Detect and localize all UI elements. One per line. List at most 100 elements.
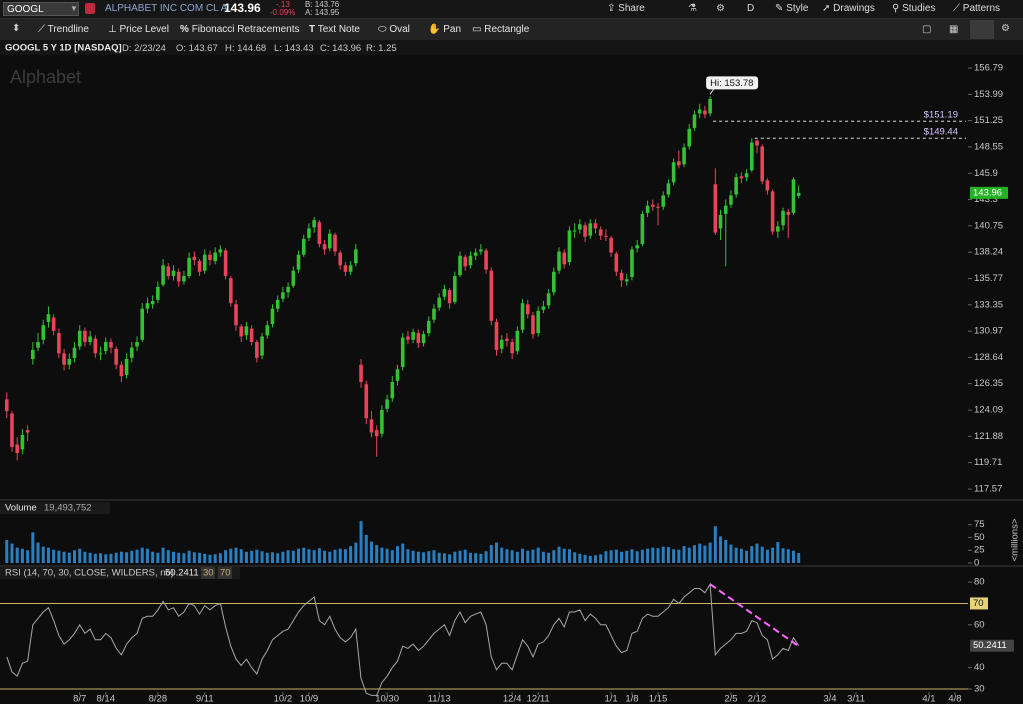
info-label: O: [176,43,186,54]
volume-bar [536,547,540,563]
volume-bar [458,550,462,563]
volume-bar [36,542,40,563]
tool-rectangle[interactable]: ▭ Rectangle [472,24,530,35]
volume-bar [161,547,165,563]
candle-body [432,308,436,320]
gear-icon[interactable]: ⚙ [716,3,725,14]
candle-body [140,308,145,340]
volume-bar [791,550,795,563]
volume-bar [781,548,785,563]
info-value: 144.68 [237,43,266,54]
candle-body [354,249,358,264]
candle-body [296,254,301,270]
symbol-input[interactable]: GOOGL ▼ [3,2,79,16]
info-close: C: 143.96 [320,43,361,54]
candle-body [109,342,113,348]
candle-body [671,162,676,183]
candle-body [249,328,254,343]
candle-body [130,347,134,358]
volume-bar [661,546,665,563]
y-tick-label: 126.35 [974,378,1003,389]
y-tick-label: 121.88 [974,431,1003,442]
window-icon[interactable]: ▢ [922,24,932,35]
candle-body [505,338,509,341]
grid-icon[interactable]: ▦ [949,24,959,35]
alert-icon[interactable] [85,3,95,14]
candle-body [760,146,765,182]
x-tick-label: 1/8 [625,694,638,704]
volume-bar [474,553,478,563]
tool-pan[interactable]: ✋ Pan [428,24,462,35]
tool-trendline[interactable]: ⟋ Trendline [38,24,89,35]
candle-body [713,184,718,233]
volume-bar [333,549,337,563]
y-tick-label: 60 [974,619,985,630]
volume-bar [208,554,212,563]
tool-text-note[interactable]: T Text Note [309,24,360,35]
net-change: -.13 [276,0,290,9]
volume-bar [786,549,790,563]
tool-price-level[interactable]: ⊥ Price Level [108,24,169,35]
volume-bar [114,552,118,563]
share-button[interactable]: ⇪ Share [607,3,645,14]
volume-bar [234,547,238,563]
candle-body [67,359,72,365]
candle-body [348,265,353,272]
tool-fibonacci[interactable]: % Fibonacci Retracements [180,24,300,35]
volume-bar [323,550,327,563]
volume-bar [46,547,50,563]
candle-body [770,191,775,232]
candle-body [223,250,228,277]
tool-label: Price Level [119,24,169,35]
y-tick-label: 151.25 [974,115,1003,126]
style-button[interactable]: ✎ Style [775,3,809,14]
volume-bar [250,550,254,563]
candle-body [640,213,645,245]
flask-icon[interactable]: ⚗ [688,3,697,14]
candle-body [692,114,697,128]
volume-bar [698,543,702,563]
candle-body [479,249,483,252]
candle-body [583,225,587,237]
info-value: 143.67 [189,43,218,54]
studies-button[interactable]: ⚲ Studies [892,3,936,14]
candle-body [41,325,46,340]
volume-bar [453,551,457,563]
button-label: Studies [902,3,936,14]
volume-bar [437,552,441,563]
rsi-value-box [970,639,1014,652]
pin-icon[interactable]: ⬍ [12,23,21,34]
button-label: Style [786,3,809,14]
volume-bar [302,547,306,563]
candle-body [114,348,118,365]
candle-body [453,276,457,303]
volume-bar [729,544,733,563]
all-button[interactable] [970,20,994,39]
drawing-toolbar: ⬍ ⟋ Trendline ⊥ Price Level % Fibonacci … [0,19,1023,40]
volume-bar [93,553,97,563]
volume-bar [432,550,436,563]
x-tick-label: 10/2 [274,694,293,704]
settings-icon[interactable]: ⚙ [1001,23,1010,34]
volume-bar [10,543,14,563]
candle-body [739,176,744,179]
volume-bar [338,548,342,563]
tool-oval[interactable]: ⬭ Oval [378,24,410,35]
candle-body [525,304,530,315]
candle-body [10,413,14,447]
x-tick-label: 10/9 [300,694,319,704]
patterns-button[interactable]: ⟋ Patterns [953,3,1001,14]
candle-body [781,210,785,226]
x-tick-label: 9/11 [196,694,214,704]
x-tick-label: 8/28 [149,694,168,704]
x-tick-label: 10/30 [375,694,399,704]
candle-body [718,214,723,229]
volume-bar [385,548,389,563]
candle-body [510,342,514,354]
volume-bar [375,545,379,563]
candle-body [88,336,92,343]
candle-body [161,265,165,285]
aggregation-button[interactable]: D [747,3,755,14]
candle-body [572,230,577,232]
drawings-button[interactable]: ➚ Drawings [822,3,875,14]
